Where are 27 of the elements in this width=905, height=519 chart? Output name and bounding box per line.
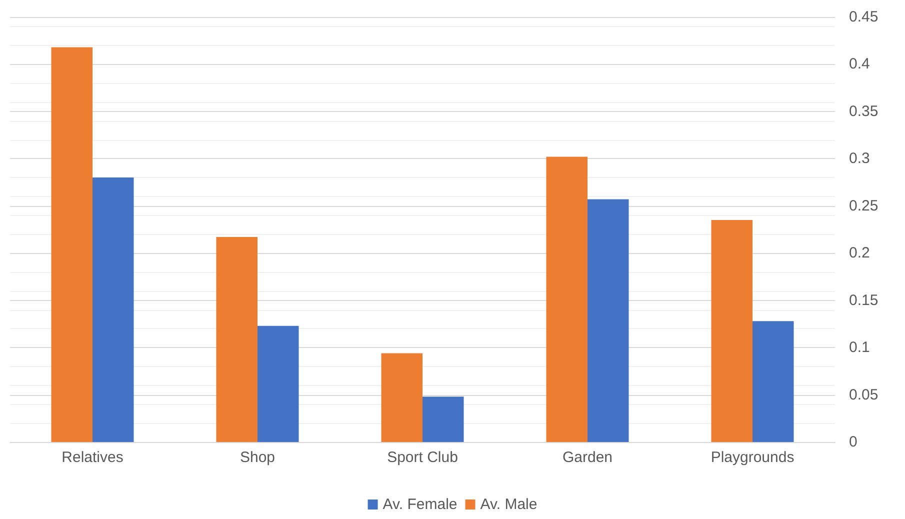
- bar: [216, 237, 258, 442]
- x-tick-label: Garden: [562, 449, 613, 466]
- y-tick-label: 0: [849, 434, 858, 450]
- x-tick-label: Relatives: [62, 449, 124, 466]
- y-tick-label: 0.35: [849, 102, 878, 120]
- x-tick-label: Shop: [240, 449, 276, 466]
- y-tick-label: 0.15: [849, 292, 878, 309]
- bar: [51, 47, 92, 442]
- y-tick-label: 0.25: [849, 197, 878, 214]
- x-tick-label: Playgrounds: [710, 449, 794, 466]
- y-tick-label: 0.2: [849, 244, 870, 262]
- bar: [92, 178, 134, 442]
- x-tick-label: Sport Club: [387, 449, 458, 466]
- y-tick-label: 0.4: [849, 56, 870, 73]
- legend-label: Av. Male: [480, 496, 538, 513]
- legend-label: Av. Female: [382, 496, 458, 513]
- bar: [588, 199, 629, 442]
- y-tick-label: 0.1: [849, 339, 870, 356]
- y-tick-label: 0.45: [849, 8, 878, 26]
- bar: [381, 353, 422, 442]
- y-tick-label: 0.05: [849, 386, 878, 404]
- bar: [258, 326, 299, 442]
- y-tick-label: 0.3: [849, 150, 870, 168]
- bar: [422, 396, 464, 442]
- bar: [546, 156, 588, 442]
- bar: [711, 220, 752, 442]
- bar: [752, 321, 794, 442]
